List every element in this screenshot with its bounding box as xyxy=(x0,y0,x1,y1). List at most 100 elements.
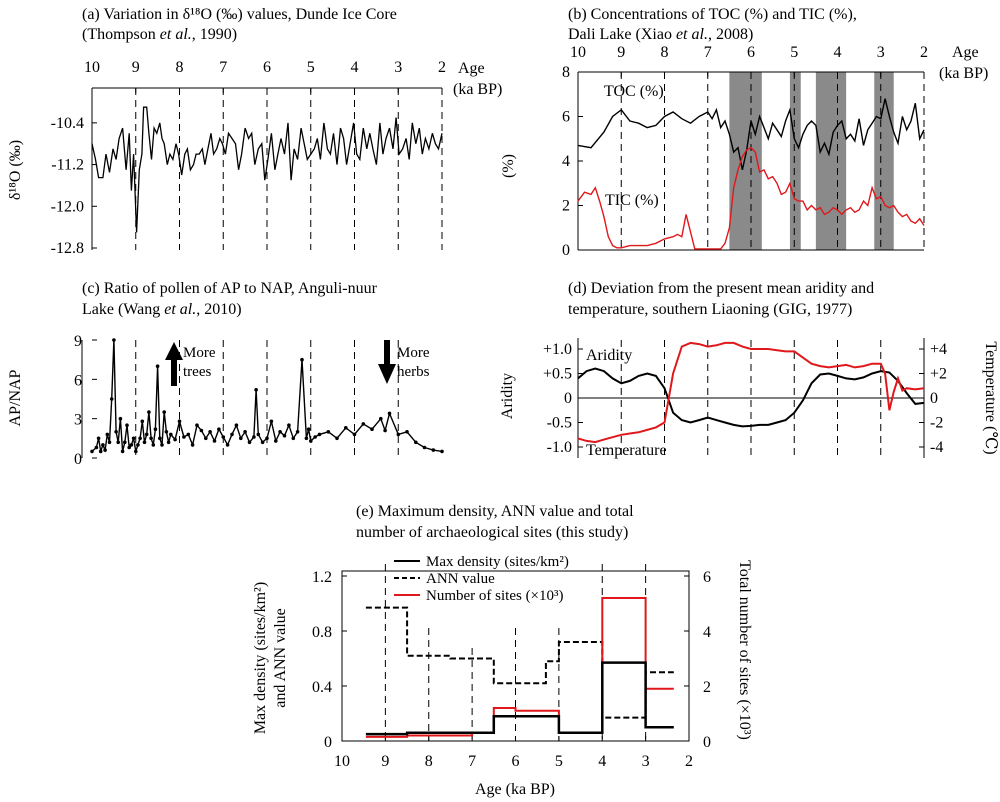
panel-c-data-point xyxy=(109,397,114,401)
panel-b-shaded-interval xyxy=(874,72,894,250)
panel-c-data-point xyxy=(225,443,230,447)
panel-c-data-point xyxy=(120,449,125,454)
panel-c-data-point xyxy=(387,411,392,416)
panel-b-x-tick-label: 2 xyxy=(920,44,928,61)
panel-a-xlabel-line1: Age xyxy=(458,60,485,77)
panel-e-left-tick-label: 1.2 xyxy=(312,569,332,586)
panel-c-data-point xyxy=(186,432,191,437)
panel-b-ylabel: (%) xyxy=(500,154,517,178)
panel-e-density-line xyxy=(365,661,674,736)
panel-c-data-point xyxy=(153,427,158,432)
panel-c-data-point xyxy=(112,338,116,342)
panel-b-shaded-interval xyxy=(815,72,847,250)
panel-d-title-line2: temperature, southern Liaoning (GIG, 197… xyxy=(568,301,852,318)
panel-b: (b) Concentrations of TOC (%) and TIC (%… xyxy=(500,6,988,259)
panel-e-x-tick-label: 2 xyxy=(685,753,693,770)
panel-b-x-tick-label: 10 xyxy=(570,44,586,61)
panel-d-right-tick-label: +2 xyxy=(930,366,947,383)
panel-b-toc-label: TOC (%) xyxy=(604,83,664,100)
panel-c-data-point xyxy=(260,440,265,445)
panel-d-right-tick-label: 0 xyxy=(930,390,938,407)
legend-label-sites: Number of sites (×10³) xyxy=(426,588,564,604)
panel-c-data-point xyxy=(291,436,296,441)
panel-a-d18o-line xyxy=(91,106,443,233)
panel-e-right-tick-label: 0 xyxy=(703,734,711,751)
legend-label-density: Max density (sites/km²) xyxy=(426,554,569,570)
panel-c-data-point xyxy=(212,439,217,443)
panel-d-left-tick-label: +1.0 xyxy=(543,341,572,358)
panel-c-data-point xyxy=(252,435,256,439)
panel-c-data-point xyxy=(204,436,208,441)
panel-c-data-point xyxy=(309,439,313,443)
panel-e-x-tick-label: 3 xyxy=(642,753,650,770)
panel-c-data-point xyxy=(221,435,226,439)
panel-e-x-tick-label: 5 xyxy=(555,753,563,770)
panel-c-data-point xyxy=(265,436,269,441)
panel-c-data-point xyxy=(169,432,173,437)
panel-e-ylabel-left-line2: and ANN value xyxy=(272,608,289,708)
panel-c-data-point xyxy=(295,430,300,434)
panel-e-left-tick-label: 0 xyxy=(324,734,332,751)
panel-b-title-line1: (b) Concentrations of TOC (%) and TIC (%… xyxy=(568,6,857,23)
panel-e-x-tick-label: 10 xyxy=(334,753,350,770)
panel-c-data-point xyxy=(114,430,118,434)
panel-c-data-point xyxy=(306,427,311,432)
panel-c-data-point xyxy=(105,432,110,437)
panel-c-data-point xyxy=(166,440,171,445)
panel-a-title-line2: (Thompson et al., 1990) xyxy=(82,26,237,43)
panel-d: (d) Deviation from the present mean arid… xyxy=(499,280,999,459)
panel-c-data-point xyxy=(103,448,107,452)
panel-b-x-tick-label: 7 xyxy=(704,44,712,61)
panel-b-y-tick-label: 4 xyxy=(562,153,570,170)
panel-e-x-tick-label: 7 xyxy=(468,753,476,770)
panel-c-data-point xyxy=(190,443,195,447)
panel-b-y-tick-label: 2 xyxy=(562,198,570,215)
panel-c-title-line2: Lake (Wang et al., 2010) xyxy=(82,301,242,318)
panel-c-data-point xyxy=(335,436,339,441)
panel-c-data-point xyxy=(199,428,204,433)
panel-c-data-point xyxy=(195,423,199,428)
panel-b-tic-line xyxy=(577,146,925,250)
panel-c-data-point xyxy=(344,426,348,430)
panel-d-right-tick-label: +4 xyxy=(930,341,947,358)
panel-c-data-point xyxy=(370,427,374,432)
panel-c-data-point xyxy=(300,357,304,362)
panel-e-xlabel: Age (ka BP) xyxy=(475,781,555,798)
panel-a-x-tick-label: 6 xyxy=(263,59,271,76)
panel-c-y-tick-label: 0 xyxy=(74,451,82,468)
panel-d-left-tick-label: -0.5 xyxy=(547,415,572,432)
panel-d-right-tick-label: -2 xyxy=(930,415,943,432)
panel-d-left-tick-label: -1.0 xyxy=(547,439,572,456)
panel-c-note-trees-line1: More xyxy=(183,345,216,361)
panel-c-data-point xyxy=(147,410,151,414)
panel-c-data-point xyxy=(256,432,261,437)
panel-c-data-point xyxy=(254,388,258,392)
panel-d-ylabel-left: Aridity xyxy=(499,373,516,419)
panel-c-data-point xyxy=(379,416,383,421)
panel-b-shaded-interval xyxy=(729,72,762,250)
panel-e-ylabel-right: Total number of sites (×10³) xyxy=(736,560,753,740)
panel-b-toc-line xyxy=(577,98,925,171)
panel-c-data-point xyxy=(118,416,123,421)
panel-c-data-point xyxy=(125,423,129,428)
panel-a-ylabel: δ¹⁸O (‰) xyxy=(7,140,24,200)
panel-c-data-point xyxy=(134,449,138,454)
panel-d-right-tick-label: -4 xyxy=(930,439,943,456)
panel-b-title-line2: Dali Lake (Xiao et al., 2008) xyxy=(568,26,753,43)
panel-c-data-point xyxy=(243,430,247,434)
panel-c-y-tick-label: 3 xyxy=(74,412,82,429)
panel-c-data-point xyxy=(234,423,239,428)
panel-c-data-point xyxy=(217,427,221,432)
panel-c-data-point xyxy=(278,430,282,434)
panel-a-y-tick-label: -11.2 xyxy=(51,157,84,174)
panel-a-x-tick-label: 8 xyxy=(176,59,184,76)
panel-c-ylabel: AP/NAP xyxy=(7,369,24,426)
panel-b-y-tick-label: 0 xyxy=(562,242,570,259)
panel-c-data-point xyxy=(151,443,156,447)
panel-c-title-line1: (c) Ratio of pollen of AP to NAP, Anguli… xyxy=(82,280,378,297)
panel-c-data-point xyxy=(149,436,153,441)
panel-d-ylabel-right: Temperature (℃) xyxy=(982,341,999,454)
panel-a-y-tick-label: -10.4 xyxy=(51,115,84,132)
panel-c: (c) Ratio of pollen of AP to NAP, Anguli… xyxy=(7,280,444,468)
panel-c-data-point xyxy=(129,443,134,447)
